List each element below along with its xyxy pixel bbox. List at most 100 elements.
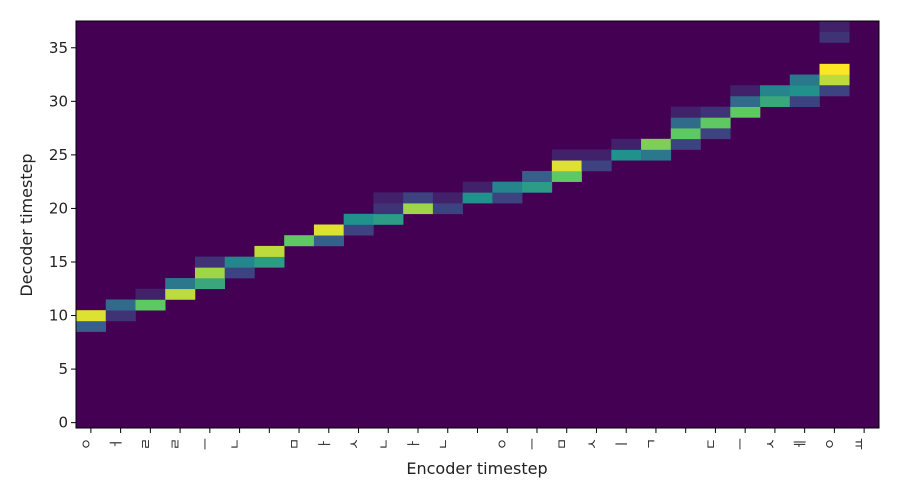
heatmap-cell xyxy=(641,149,672,161)
y-tick-label: 25 xyxy=(49,146,68,164)
x-tick-label: ㅇ xyxy=(80,438,95,450)
heatmap-cell xyxy=(611,149,642,161)
heatmap-cells xyxy=(76,21,879,428)
x-tick-label: ㅅ xyxy=(585,438,600,450)
x-tick-label: ㄷ xyxy=(704,438,719,450)
heatmap-cell xyxy=(819,63,850,75)
y-tick-label: 5 xyxy=(58,360,68,378)
heatmap-cell xyxy=(105,299,136,311)
y-tick-label: 35 xyxy=(49,39,68,57)
heatmap-cell xyxy=(789,74,820,86)
heatmap-cell xyxy=(730,106,761,118)
heatmap-cell xyxy=(135,288,166,300)
x-tick-label: ㅏ xyxy=(407,438,422,450)
heatmap-cell xyxy=(76,320,107,332)
heatmap-cell xyxy=(819,85,850,97)
heatmap-cell xyxy=(492,192,523,204)
heatmap-cell xyxy=(492,181,523,193)
heatmap-cell xyxy=(165,278,196,290)
y-tick-label: 15 xyxy=(49,253,68,271)
heatmap-cell xyxy=(254,245,285,257)
heatmap-cell xyxy=(135,299,166,311)
x-tick-label: ㄴ xyxy=(229,438,244,450)
heatmap-cell xyxy=(343,224,374,236)
x-tick-label: ㅅ xyxy=(764,438,779,450)
heatmap-cell xyxy=(700,128,731,140)
heatmap-cell xyxy=(76,310,107,322)
x-tick-label: ㅣ xyxy=(615,438,630,450)
heatmap-cell xyxy=(789,95,820,107)
x-tick-label: ㅡ xyxy=(199,438,214,450)
heatmap-cell xyxy=(224,267,255,279)
x-tick-label: ㅏ xyxy=(318,438,333,450)
heatmap-cell xyxy=(760,85,791,97)
heatmap-cell xyxy=(670,106,701,118)
heatmap-cell xyxy=(551,149,582,161)
x-tick-label: ㅅ xyxy=(348,438,363,450)
x-axis-ticks: ㅇㅓㄹㄹㅡㄴ ㅁㅏㅅㄴㅏㄴ ㅇㅡㅁㅅㅣㄱ ㄷㅡㅅㅔㅇㅛ xyxy=(80,428,868,450)
heatmap-cell xyxy=(165,288,196,300)
heatmap-cell xyxy=(403,203,434,215)
x-tick-label: ㅡ xyxy=(734,438,749,450)
heatmap-cell xyxy=(641,138,672,150)
x-tick-label: ㅔ xyxy=(794,438,809,450)
x-tick-label: ㅛ xyxy=(853,438,868,450)
y-tick-label: 0 xyxy=(58,414,68,432)
heatmap-cell xyxy=(522,181,553,193)
heatmap-cell xyxy=(313,235,344,247)
y-tick-label: 20 xyxy=(49,199,68,217)
y-axis-ticks: 0 5 10 15 20 25 30 35 xyxy=(49,39,76,432)
heatmap-cell xyxy=(670,138,701,150)
x-tick-label: ㅇ xyxy=(823,438,838,450)
heatmap-cell xyxy=(462,192,493,204)
heatmap-cell xyxy=(581,160,612,172)
heatmap-cell xyxy=(313,224,344,236)
y-axis-label: Decoder timestep xyxy=(17,153,36,296)
heatmap-cell xyxy=(730,95,761,107)
heatmap-cell xyxy=(284,235,315,247)
heatmap-cell xyxy=(700,106,731,118)
x-tick-label: ㄹ xyxy=(169,438,184,450)
heatmap-cell xyxy=(373,203,404,215)
heatmap-cell xyxy=(403,192,434,204)
heatmap-cell xyxy=(522,170,553,182)
heatmap-cell xyxy=(105,310,136,322)
x-tick-label: ㅇ xyxy=(496,438,511,450)
heatmap-cell xyxy=(373,213,404,225)
heatmap-cell xyxy=(789,85,820,97)
heatmap-cell xyxy=(760,95,791,107)
heatmap-cell xyxy=(462,181,493,193)
heatmap-cell xyxy=(551,170,582,182)
x-tick-label: ㄹ xyxy=(139,438,154,450)
heatmap-background xyxy=(76,21,879,428)
heatmap-cell xyxy=(819,31,850,43)
heatmap-cell xyxy=(432,203,463,215)
heatmap-cell xyxy=(551,160,582,172)
x-tick-label: ㄱ xyxy=(645,438,660,450)
heatmap-cell xyxy=(581,149,612,161)
heatmap-cell xyxy=(194,256,225,268)
heatmap-cell xyxy=(730,85,761,97)
heatmap-cell xyxy=(611,138,642,150)
heatmap-cell xyxy=(819,74,850,86)
heatmap-cell xyxy=(373,192,404,204)
x-tick-label: ㅓ xyxy=(110,438,125,450)
y-tick-label: 30 xyxy=(49,92,68,110)
x-tick-label: ㄴ xyxy=(377,438,392,450)
x-axis-label: Encoder timestep xyxy=(406,459,547,478)
x-tick-label: ㅁ xyxy=(556,438,571,450)
heatmap-cell xyxy=(700,117,731,129)
x-tick-label: ㅡ xyxy=(526,438,541,450)
heatmap-cell xyxy=(819,21,850,33)
x-tick-label: ㄴ xyxy=(437,438,452,450)
heatmap-cell xyxy=(670,128,701,140)
heatmap-cell xyxy=(194,267,225,279)
x-tick-label: ㅁ xyxy=(288,438,303,450)
heatmap-cell xyxy=(194,278,225,290)
heatmap-cell xyxy=(432,192,463,204)
heatmap-cell xyxy=(224,256,255,268)
heatmap-cell xyxy=(254,256,285,268)
y-tick-label: 10 xyxy=(49,307,68,325)
heatmap-cell xyxy=(343,213,374,225)
